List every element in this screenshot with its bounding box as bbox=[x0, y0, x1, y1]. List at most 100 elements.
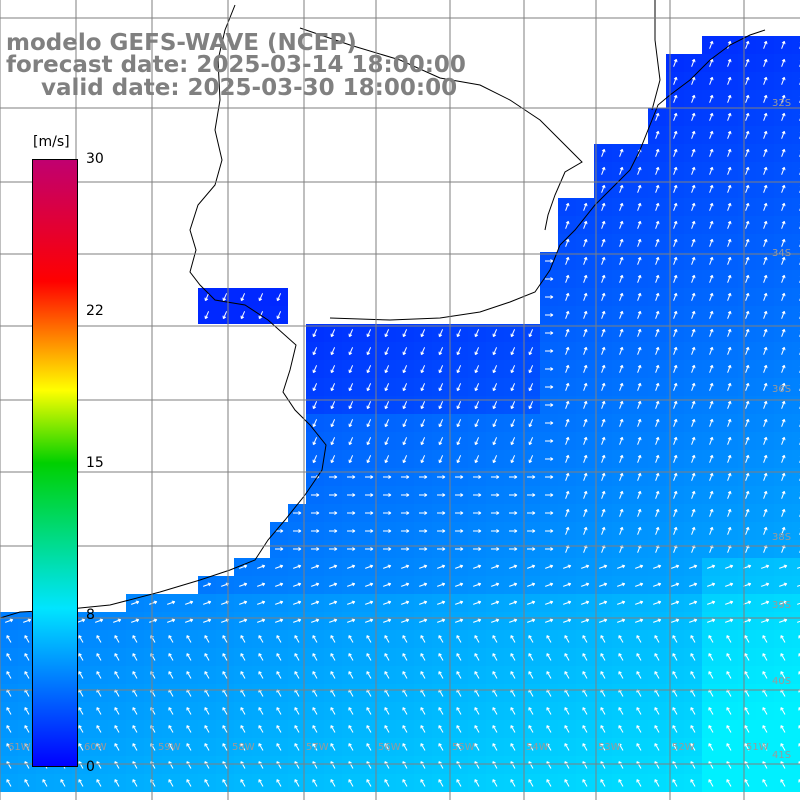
wind-arrow bbox=[671, 618, 680, 623]
wind-arrow bbox=[24, 635, 30, 643]
wind-arrow bbox=[691, 382, 696, 391]
wind-arrow bbox=[781, 418, 786, 427]
wind-arrow bbox=[727, 58, 732, 67]
lon-label: 54W bbox=[526, 742, 549, 753]
wind-arrow bbox=[383, 475, 392, 479]
wind-arrow bbox=[637, 166, 642, 175]
wind-arrow bbox=[781, 292, 786, 301]
wind-arrow bbox=[763, 526, 768, 535]
wind-arrow bbox=[617, 618, 626, 623]
wind-arrow bbox=[637, 346, 642, 355]
wind-arrow bbox=[763, 508, 768, 517]
wind-arrow bbox=[186, 635, 192, 643]
wind-arrow bbox=[311, 618, 320, 623]
wind-speed-cell bbox=[792, 522, 800, 540]
wind-speed-cell bbox=[792, 234, 800, 252]
wind-arrow bbox=[691, 328, 696, 337]
wind-arrow bbox=[6, 671, 12, 679]
wind-arrow bbox=[474, 779, 480, 787]
wind-arrow bbox=[745, 310, 750, 319]
wind-arrow bbox=[276, 779, 282, 787]
wind-arrow bbox=[348, 437, 354, 446]
wind-arrow bbox=[708, 653, 714, 661]
wind-arrow bbox=[383, 582, 392, 587]
wind-arrow bbox=[347, 475, 356, 479]
wind-arrow bbox=[763, 346, 768, 355]
lon-label: 57W bbox=[306, 742, 329, 753]
wind-arrow bbox=[619, 292, 624, 301]
wind-arrow bbox=[601, 328, 606, 337]
wind-arrow bbox=[329, 618, 338, 623]
wind-arrow bbox=[456, 383, 462, 392]
wind-arrow bbox=[691, 220, 696, 229]
wind-arrow bbox=[545, 475, 554, 479]
wind-arrow bbox=[474, 707, 480, 715]
wind-arrow bbox=[655, 112, 660, 121]
wind-arrow bbox=[491, 582, 500, 587]
wind-arrow bbox=[618, 779, 624, 787]
wind-arrow bbox=[583, 436, 588, 445]
wind-arrow bbox=[402, 635, 408, 643]
wind-arrow bbox=[762, 671, 768, 679]
wind-arrow bbox=[727, 436, 732, 445]
wind-arrow bbox=[491, 618, 500, 623]
wind-arrow bbox=[240, 743, 246, 751]
wind-arrow bbox=[474, 419, 480, 428]
wind-arrow bbox=[456, 329, 462, 338]
wind-arrow bbox=[366, 455, 372, 464]
wind-arrow bbox=[203, 582, 212, 587]
wind-arrow bbox=[744, 671, 750, 679]
wind-speed-cell bbox=[792, 468, 800, 486]
wind-arrow bbox=[6, 725, 12, 733]
wind-arrow bbox=[655, 436, 660, 445]
wind-arrow bbox=[24, 725, 30, 733]
wind-arrow bbox=[366, 707, 372, 715]
wind-arrow bbox=[329, 511, 338, 515]
wind-arrow bbox=[565, 436, 570, 445]
wind-arrow bbox=[707, 582, 716, 587]
wind-arrow bbox=[311, 493, 320, 497]
wind-arrow bbox=[366, 419, 372, 428]
wind-arrow bbox=[689, 582, 698, 587]
wind-arrow bbox=[330, 455, 336, 464]
wind-arrow bbox=[745, 526, 750, 535]
wind-arrow bbox=[619, 418, 624, 427]
wind-arrow bbox=[671, 600, 680, 605]
wind-arrow bbox=[186, 671, 192, 679]
wind-arrow bbox=[564, 653, 570, 661]
wind-arrow bbox=[348, 419, 354, 428]
wind-arrow bbox=[275, 582, 284, 587]
wind-arrow bbox=[545, 618, 554, 623]
wind-arrow bbox=[601, 292, 606, 301]
wind-arrow bbox=[311, 564, 320, 569]
lon-label: 59W bbox=[158, 742, 181, 753]
wind-arrow bbox=[276, 635, 282, 643]
wind-arrow bbox=[474, 671, 480, 679]
wind-arrow bbox=[636, 743, 642, 751]
wind-arrow bbox=[745, 346, 750, 355]
wind-arrow bbox=[563, 582, 572, 587]
wind-arrow bbox=[727, 292, 732, 301]
wind-arrow bbox=[691, 238, 696, 247]
wind-arrow bbox=[637, 418, 642, 427]
wind-arrow bbox=[510, 401, 516, 410]
wind-arrow bbox=[240, 707, 246, 715]
wind-arrow bbox=[709, 400, 714, 409]
wind-speed-cell bbox=[792, 432, 800, 450]
wind-arrow bbox=[438, 707, 444, 715]
wind-arrow bbox=[619, 148, 624, 157]
wind-arrow bbox=[545, 600, 554, 605]
wind-arrow bbox=[312, 707, 318, 715]
wind-arrow bbox=[240, 779, 246, 787]
wind-arrow bbox=[330, 707, 336, 715]
wind-arrow bbox=[673, 112, 678, 121]
wind-arrow bbox=[637, 436, 642, 445]
wind-arrow bbox=[654, 635, 660, 643]
wind-arrow bbox=[473, 600, 482, 605]
wind-speed-cell bbox=[792, 576, 800, 594]
wind-arrow bbox=[635, 618, 644, 623]
wind-arrow bbox=[275, 547, 284, 551]
wind-arrow bbox=[619, 472, 624, 481]
wind-arrow bbox=[204, 635, 210, 643]
wind-arrow bbox=[781, 166, 786, 175]
